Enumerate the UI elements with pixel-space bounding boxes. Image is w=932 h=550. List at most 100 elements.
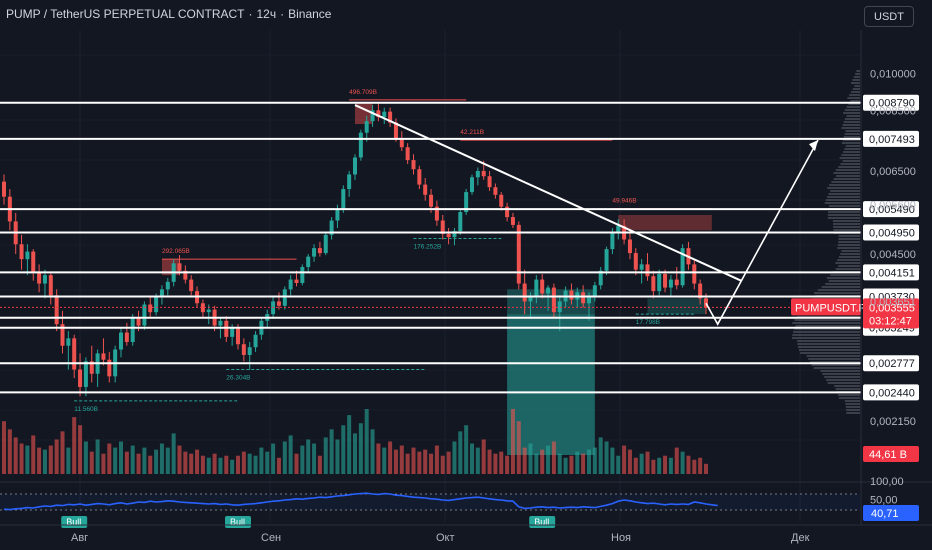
volume-profile-bar xyxy=(834,385,860,387)
volume-bar xyxy=(633,457,638,474)
volume-profile-bar xyxy=(838,397,860,399)
volume-bar xyxy=(429,453,434,474)
candle-body xyxy=(165,281,170,290)
level-price-text-2: 0,005490 xyxy=(869,204,915,216)
candle-body xyxy=(616,225,621,233)
demand-zone-right xyxy=(647,298,706,315)
volume-profile-bar xyxy=(792,334,860,336)
candle-body xyxy=(236,327,240,345)
volume-bar xyxy=(230,459,235,474)
candle-body xyxy=(388,111,393,123)
volume-profile-bar xyxy=(820,370,860,372)
rsi-bull-signal-3: Bull xyxy=(534,517,549,527)
volume-bar xyxy=(159,443,164,474)
volume-bar xyxy=(598,437,603,474)
candle-body xyxy=(83,361,88,387)
volume-bar xyxy=(60,431,65,474)
volume-profile-bar xyxy=(847,97,860,99)
volume-bar xyxy=(142,447,147,474)
interval-label[interactable]: 12ч xyxy=(256,7,277,21)
candle-body xyxy=(382,111,387,118)
annotation-label-7: 17.798B xyxy=(636,319,660,326)
level-price-box-0 xyxy=(863,94,919,111)
candle-body xyxy=(499,194,504,207)
annotation-label-2: 49.946B xyxy=(612,198,636,205)
rsi-line xyxy=(3,492,718,511)
candle-body xyxy=(510,217,515,225)
volume-profile-bar xyxy=(841,154,860,156)
symbol-title[interactable]: PUMP / TetherUS PERPETUAL CONTRACT xyxy=(6,7,245,21)
volume-bar xyxy=(388,441,393,474)
volume-bar xyxy=(622,445,627,474)
volume-bar xyxy=(48,445,53,474)
volume-profile-bar xyxy=(827,277,860,279)
volume-bar xyxy=(627,449,632,474)
rsi-axis-label-50: 50,00 xyxy=(870,495,898,507)
volume-bar xyxy=(177,445,182,474)
level-price-text-0: 0,008790 xyxy=(869,98,915,110)
volume-bar xyxy=(78,425,83,474)
time-tick-0: Авг xyxy=(71,532,88,544)
annotation-label-5: 26.304B xyxy=(226,375,250,382)
volume-profile-bar xyxy=(850,100,860,102)
candle-body xyxy=(154,297,159,313)
volume-bar xyxy=(686,455,691,474)
volume-bar xyxy=(698,457,703,474)
volume-profile-bar xyxy=(842,160,860,162)
volume-profile-bar xyxy=(824,202,860,204)
volume-profile-bar xyxy=(835,169,860,171)
candle-body xyxy=(206,309,211,313)
volume-profile-bar xyxy=(825,379,860,381)
level-price-box-4 xyxy=(863,264,919,281)
volume-bar xyxy=(680,451,685,474)
volume-profile-bar xyxy=(854,85,860,87)
volume-profile-bar xyxy=(809,361,860,363)
candle-body xyxy=(119,332,123,350)
volume-profile-bar xyxy=(825,199,860,201)
currency-button[interactable]: USDT xyxy=(864,6,914,27)
volume-profile-bar xyxy=(797,343,860,345)
candle-body xyxy=(276,301,281,306)
volume-profile-bar xyxy=(830,190,860,192)
candle-body xyxy=(294,279,299,283)
volume-bar xyxy=(183,451,188,474)
volume-bar xyxy=(674,447,679,474)
candle-body xyxy=(393,122,398,139)
candle-body xyxy=(107,359,112,377)
price-tick-6: 0,002150 xyxy=(870,416,916,428)
volume-profile-bar xyxy=(827,214,860,216)
candle-body xyxy=(551,287,556,313)
candle-body xyxy=(341,189,346,209)
volume-profile-bar xyxy=(791,337,860,339)
volume-profile-bar xyxy=(843,112,860,114)
volume-profile-bar xyxy=(821,286,860,288)
volume-bar xyxy=(446,451,451,474)
current-symbol-tag xyxy=(791,298,861,316)
volume-bar xyxy=(423,449,428,474)
volume-profile-bar xyxy=(832,220,860,222)
volume-bar xyxy=(651,459,656,474)
volume-bar xyxy=(148,455,153,474)
volume-bar xyxy=(411,447,416,474)
volume-bar xyxy=(487,449,492,474)
volume-bar xyxy=(510,409,515,474)
volume-bar xyxy=(83,441,88,474)
volume-profile-bar xyxy=(848,103,860,105)
volume-bar xyxy=(206,457,211,474)
level-price-box-2 xyxy=(863,201,919,218)
volume-bar xyxy=(592,447,597,474)
candle-body xyxy=(101,353,106,360)
candle-body xyxy=(604,249,609,271)
volume-bar xyxy=(522,447,527,474)
volume-bar xyxy=(37,447,42,474)
volume-profile-bar xyxy=(835,268,860,270)
volume-profile-bar xyxy=(845,145,860,147)
candle-body xyxy=(66,338,71,346)
volume-bar xyxy=(575,451,580,474)
candle-body xyxy=(399,138,404,148)
volume-profile-bar xyxy=(795,325,860,327)
candle-body xyxy=(72,338,77,370)
candle-body xyxy=(546,287,551,294)
current-symbol-text: PUMPUSDT.P xyxy=(795,302,866,314)
